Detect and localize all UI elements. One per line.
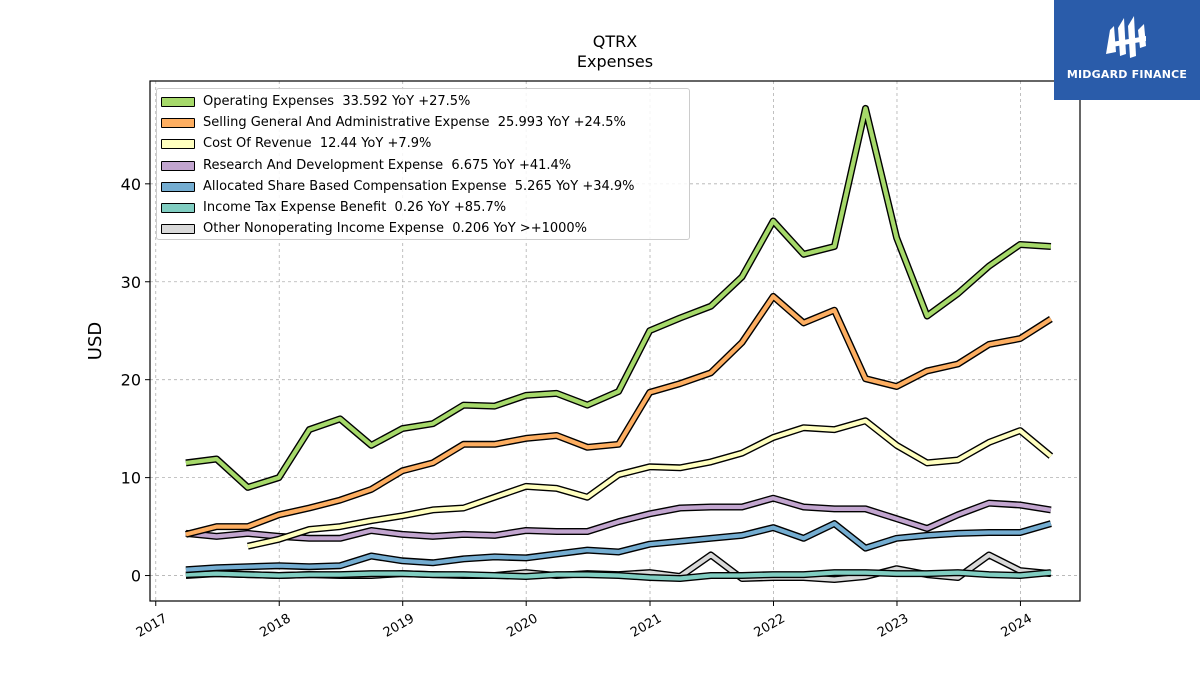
x-tick-label: 2017 xyxy=(134,611,170,641)
legend-swatch xyxy=(161,202,195,213)
legend-label: Selling General And Administrative Expen… xyxy=(203,115,626,131)
legend-swatch xyxy=(161,118,195,129)
chart-title: QTRX xyxy=(592,32,638,51)
legend-swatch xyxy=(161,224,195,235)
midgard-logo-icon xyxy=(1106,16,1146,58)
series-outline-selling-general-and-administrative-expense xyxy=(185,292,1053,538)
legend-label: Operating Expenses 33.592 YoY +27.5% xyxy=(203,94,471,109)
legend-swatch xyxy=(161,139,195,150)
legend-label: Income Tax Expense Benefit 0.26 YoY +85.… xyxy=(203,199,507,215)
legend-item: Operating Expenses 33.592 YoY +27.5% xyxy=(157,92,689,113)
midgard-finance-logo: MIDGARD FINANCE xyxy=(1054,0,1200,100)
y-tick-label: 0 xyxy=(131,567,141,586)
legend-item: Selling General And Administrative Expen… xyxy=(157,113,689,134)
series-line-research-and-development-expense xyxy=(185,496,1052,541)
legend-item: Income Tax Expense Benefit 0.26 YoY +85.… xyxy=(157,198,689,219)
legend-label: Cost Of Revenue 12.44 YoY +7.9% xyxy=(203,136,432,152)
x-tick-label: 2018 xyxy=(257,611,293,641)
legend-item: Research And Development Expense 6.675 Y… xyxy=(157,156,689,177)
x-tick-label: 2019 xyxy=(381,611,417,641)
legend-swatch xyxy=(161,97,195,107)
legend-label: Research And Development Expense 6.675 Y… xyxy=(203,157,572,173)
legend-swatch xyxy=(161,181,195,192)
series-line-selling-general-and-administrative-expense xyxy=(185,294,1053,537)
y-tick-label: 30 xyxy=(121,273,141,292)
legend-item: Other Nonoperating Income Expense 0.206 … xyxy=(157,219,689,240)
chart-legend: Operating Expenses 33.592 YoY +27.5% Sell… xyxy=(156,88,690,240)
series-line-income-tax-expense-benefit xyxy=(185,570,1052,581)
chart-subtitle: Expenses xyxy=(576,52,654,71)
logo-text: MIDGARD FINANCE xyxy=(1066,68,1188,81)
series-line-cost-of-revenue xyxy=(247,418,1053,549)
legend-item: Cost Of Revenue 12.44 YoY +7.9% xyxy=(157,134,689,155)
y-tick-label: 20 xyxy=(121,371,141,390)
series-line-operating-expenses xyxy=(185,106,1052,490)
legend-label: Other Nonoperating Income Expense 0.206 … xyxy=(203,221,588,237)
y-axis-label: USD xyxy=(85,322,106,360)
x-tick-label: 2022 xyxy=(752,611,788,641)
legend-item: Allocated Share Based Compensation Expen… xyxy=(157,177,689,198)
y-tick-label: 40 xyxy=(121,175,141,194)
y-tick-label: 10 xyxy=(121,469,141,488)
x-tick-label: 2020 xyxy=(504,611,540,641)
legend-label: Allocated Share Based Compensation Expen… xyxy=(203,178,635,194)
series-line-allocated-share-based-compensation-expense xyxy=(185,521,1052,572)
plot-frame xyxy=(149,80,1081,602)
x-tick-label: 2024 xyxy=(999,611,1035,641)
legend-swatch xyxy=(161,160,195,171)
x-tick-label: 2023 xyxy=(875,611,911,641)
x-tick-label: 2021 xyxy=(628,611,664,641)
